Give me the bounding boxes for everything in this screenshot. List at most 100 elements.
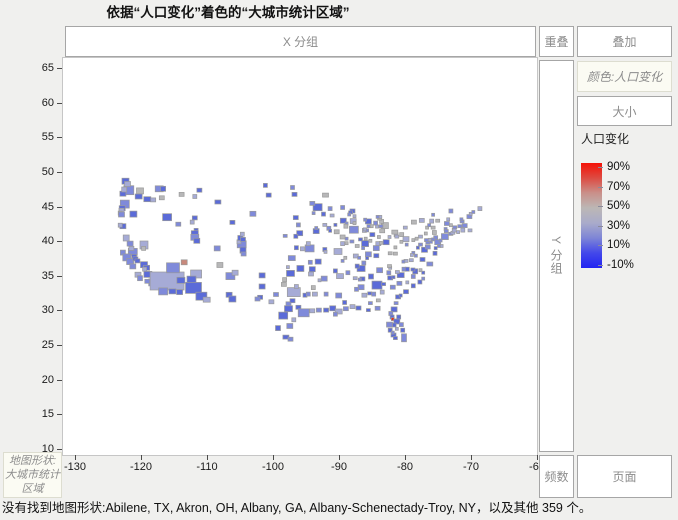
map-shape[interactable] [396, 314, 402, 320]
map-shape[interactable] [418, 268, 423, 273]
map-shape[interactable] [365, 251, 372, 258]
map-shape[interactable] [394, 234, 400, 239]
map-shape[interactable] [150, 197, 157, 203]
map-shape[interactable] [373, 253, 380, 259]
legend-gradient-bar[interactable] [581, 163, 602, 268]
map-shape[interactable] [375, 298, 381, 303]
map-shape[interactable] [180, 259, 188, 266]
map-shape[interactable] [426, 261, 434, 267]
map-shape[interactable] [374, 305, 381, 311]
map-shape[interactable] [396, 281, 403, 286]
map-shape[interactable] [379, 289, 385, 295]
map-shape[interactable] [268, 299, 275, 305]
map-shape[interactable] [345, 270, 351, 276]
map-shape[interactable] [401, 333, 407, 343]
map-shape[interactable] [393, 336, 398, 340]
map-shape[interactable] [317, 278, 322, 283]
map-shape[interactable] [448, 208, 454, 214]
map-shape[interactable] [357, 255, 361, 260]
map-shape[interactable] [443, 229, 449, 233]
map-shape[interactable] [361, 292, 368, 298]
map-shape[interactable] [395, 270, 400, 274]
map-shape[interactable] [398, 293, 403, 298]
map-shape[interactable] [444, 221, 450, 226]
map-shape[interactable] [417, 279, 423, 285]
map-shape[interactable] [128, 246, 135, 251]
map-shape[interactable] [421, 246, 428, 253]
map-shape[interactable] [328, 228, 332, 233]
map-shape[interactable] [229, 220, 236, 225]
map-shape[interactable] [143, 196, 152, 203]
map-shape[interactable] [216, 262, 224, 268]
map-shape[interactable] [195, 291, 208, 301]
map-shape[interactable] [144, 278, 151, 284]
map-shape[interactable] [349, 304, 356, 309]
map-shape[interactable] [363, 217, 367, 222]
map-shape[interactable] [371, 280, 383, 290]
map-shape[interactable] [293, 233, 299, 239]
map-shape[interactable] [354, 244, 360, 248]
map-shape[interactable] [354, 263, 360, 269]
map-shape[interactable] [296, 230, 304, 237]
map-shape[interactable] [118, 211, 125, 218]
map-shape[interactable] [310, 285, 316, 290]
map-shape[interactable] [333, 311, 338, 317]
map-shape[interactable] [459, 217, 464, 222]
map-shape[interactable] [365, 256, 369, 260]
map-shape[interactable] [340, 205, 345, 210]
map-shape[interactable] [410, 283, 416, 289]
map-shape[interactable] [228, 295, 237, 303]
map-shape[interactable] [286, 265, 290, 269]
map-shape[interactable] [263, 183, 268, 188]
color-drop-zone[interactable]: 颜色:人口变化 [577, 61, 672, 92]
map-shape[interactable] [438, 238, 443, 243]
map-shape[interactable] [344, 241, 349, 246]
map-shape[interactable] [418, 218, 425, 223]
map-shape[interactable] [400, 327, 406, 333]
map-shape[interactable] [429, 218, 435, 224]
map-shape[interactable] [363, 236, 368, 241]
map-shape[interactable] [291, 192, 298, 197]
map-shape[interactable] [368, 273, 374, 280]
map-shape[interactable] [457, 224, 463, 229]
size-drop-zone[interactable]: 大小 [577, 96, 672, 126]
map-shape[interactable] [323, 307, 329, 313]
map-shape[interactable] [460, 227, 466, 233]
map-shape[interactable] [134, 193, 143, 200]
map-shape[interactable] [258, 283, 266, 290]
map-shape[interactable] [375, 215, 380, 219]
map-shape[interactable] [196, 187, 203, 193]
map-shape[interactable] [361, 240, 369, 247]
map-shape[interactable] [432, 230, 437, 235]
map-shape[interactable] [176, 276, 186, 284]
map-shape[interactable] [435, 218, 441, 223]
map-shape[interactable] [284, 305, 293, 313]
map-shape[interactable] [368, 301, 373, 305]
map-shape[interactable] [286, 270, 295, 277]
map-shape[interactable] [430, 225, 436, 230]
map-shape[interactable] [282, 277, 287, 282]
map-shape[interactable] [191, 215, 198, 221]
map-shape[interactable] [254, 296, 261, 302]
y-axis[interactable]: 65 60 55 50 45 40 35 30 25 20 15 10 [0, 0, 62, 520]
map-shape[interactable] [305, 241, 311, 246]
map-shape[interactable] [371, 291, 377, 297]
map-shape[interactable] [382, 239, 390, 246]
overlap-drop-zone[interactable]: 重叠 [539, 26, 574, 57]
map-shape[interactable] [424, 244, 431, 250]
map-shape[interactable] [376, 267, 383, 274]
map-shape[interactable] [421, 276, 426, 281]
map-shape[interactable] [368, 238, 373, 243]
map-shape[interactable] [336, 273, 344, 279]
map-shape[interactable] [410, 274, 416, 279]
map-shape[interactable] [352, 214, 357, 219]
map-shape[interactable] [278, 311, 289, 320]
map-shape[interactable] [175, 221, 182, 227]
map-shape[interactable] [418, 242, 423, 247]
map-shape[interactable] [202, 296, 211, 303]
map-shape[interactable] [158, 287, 168, 296]
map-shape[interactable] [320, 275, 328, 282]
map-plot-area[interactable] [62, 57, 538, 456]
map-shape[interactable] [405, 280, 410, 285]
map-shape[interactable] [321, 211, 326, 217]
